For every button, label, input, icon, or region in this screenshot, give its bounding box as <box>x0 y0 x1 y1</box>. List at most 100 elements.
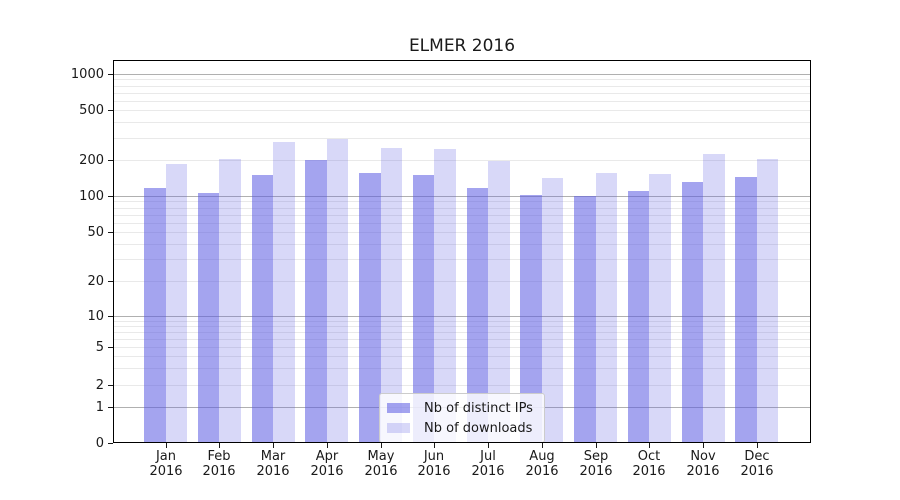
x-tick-mark <box>219 443 220 448</box>
bar-downloads-jun <box>434 148 456 443</box>
x-tick-label-year: 2016 <box>579 464 613 479</box>
gridline-minor <box>113 347 811 348</box>
x-tick-mark <box>327 443 328 448</box>
x-tick-label-month: Jan <box>155 449 177 464</box>
x-tick-mark <box>381 443 382 448</box>
gridline-minor <box>113 79 811 80</box>
x-tick-label-month: Aug <box>529 449 555 464</box>
bar-downloads-may <box>380 148 403 443</box>
bar-distinct-ips-jun <box>412 174 435 443</box>
gridline-minor <box>113 223 811 224</box>
y-tick-label: 0 <box>95 436 104 451</box>
chart-title: ELMER 2016 <box>408 36 516 56</box>
gridline-minor <box>113 385 811 386</box>
y-tick-label: 1 <box>95 400 104 415</box>
bar-downloads-jan <box>165 164 188 443</box>
bar-downloads-feb <box>219 158 241 443</box>
gridline-minor <box>113 232 811 233</box>
x-tick-label-may: May 2016 <box>353 449 409 479</box>
legend-swatch-downloads <box>387 423 410 433</box>
bar-distinct-ips-jan <box>144 187 166 443</box>
bar-distinct-ips-may <box>359 173 381 443</box>
bar-downloads-apr <box>326 138 349 443</box>
y-tick-label: 5 <box>95 340 104 355</box>
gridline-minor <box>113 326 811 327</box>
gridline-minor <box>113 93 811 94</box>
y-tick-mark <box>108 443 113 444</box>
y-tick-mark <box>108 232 113 233</box>
y-tick-mark <box>108 347 113 348</box>
x-tick-label-year: 2016 <box>686 464 720 479</box>
x-tick-label-month: May <box>367 449 395 464</box>
y-tick-mark <box>108 160 113 161</box>
x-tick-label-year: 2016 <box>364 464 398 479</box>
y-tick-label: 200 <box>79 153 104 168</box>
y-tick-label: 100 <box>79 189 104 204</box>
x-tick-label-year: 2016 <box>149 464 183 479</box>
y-tick-mark <box>108 407 113 408</box>
x-tick-label-year: 2016 <box>632 464 666 479</box>
legend-item-downloads: Nb of downloads <box>380 418 544 438</box>
x-tick-mark <box>757 443 758 448</box>
bar-distinct-ips-oct <box>627 191 650 443</box>
plot-area: Nb of distinct IPs Nb of downloads <box>113 60 811 443</box>
x-tick-label-month: Jul <box>480 449 496 464</box>
y-tick-mark <box>108 281 113 282</box>
x-tick-label-month: Mar <box>260 449 286 464</box>
bar-distinct-ips-sep <box>574 195 596 443</box>
x-tick-mark <box>703 443 704 448</box>
x-tick-label-year: 2016 <box>310 464 344 479</box>
gridline-minor <box>113 160 811 161</box>
y-tick-label: 2 <box>95 378 104 393</box>
y-tick-label: 1000 <box>70 67 104 82</box>
legend-label-downloads: Nb of downloads <box>424 420 533 436</box>
y-tick-label: 50 <box>87 225 104 240</box>
y-tick-mark <box>108 74 113 75</box>
gridline-minor <box>113 368 811 369</box>
y-tick-label: 10 <box>87 309 104 324</box>
x-tick-label-jan: Jan 2016 <box>138 449 194 479</box>
bar-distinct-ips-feb <box>197 193 220 443</box>
bar-downloads-aug <box>541 178 564 443</box>
gridline-minor <box>113 208 811 209</box>
y-tick-mark <box>108 196 113 197</box>
gridline-minor <box>113 122 811 123</box>
gridline-minor <box>113 201 811 202</box>
bar-downloads-jul <box>488 161 510 443</box>
x-tick-label-year: 2016 <box>202 464 236 479</box>
x-tick-mark <box>434 443 435 448</box>
x-tick-mark <box>649 443 650 448</box>
gridline-minor <box>113 321 811 322</box>
x-tick-mark <box>166 443 167 448</box>
x-tick-label-aug: Aug 2016 <box>514 449 570 479</box>
bar-distinct-ips-mar <box>251 174 274 443</box>
gridline-minor <box>113 356 811 357</box>
bar-distinct-ips-jul <box>466 188 489 443</box>
x-tick-label-year: 2016 <box>256 464 290 479</box>
x-tick-label-year: 2016 <box>417 464 451 479</box>
legend-label-distinct-ips: Nb of distinct IPs <box>424 400 533 416</box>
bar-downloads-nov <box>703 153 725 443</box>
x-tick-mark <box>596 443 597 448</box>
x-tick-label-month: Nov <box>690 449 716 464</box>
x-tick-label-jun: Jun 2016 <box>406 449 462 479</box>
bar-downloads-sep <box>595 173 617 443</box>
gridline-major <box>113 316 811 317</box>
gridline-major <box>113 74 811 75</box>
x-tick-label-oct: Oct 2016 <box>621 449 677 479</box>
y-tick-mark <box>108 316 113 317</box>
gridline-minor <box>113 339 811 340</box>
gridline-minor <box>113 101 811 102</box>
x-tick-label-year: 2016 <box>525 464 559 479</box>
x-tick-label-nov: Nov 2016 <box>675 449 731 479</box>
legend: Nb of distinct IPs Nb of downloads <box>379 393 545 443</box>
gridline-minor <box>113 86 811 87</box>
bar-downloads-mar <box>273 142 295 443</box>
x-tick-label-mar: Mar 2016 <box>245 449 301 479</box>
y-tick-label: 20 <box>87 274 104 289</box>
x-tick-label-month: Dec <box>744 449 770 464</box>
x-tick-label-month: Jun <box>423 449 445 464</box>
gridline-minor <box>113 110 811 111</box>
gridline-minor <box>113 332 811 333</box>
x-tick-label-apr: Apr 2016 <box>299 449 355 479</box>
